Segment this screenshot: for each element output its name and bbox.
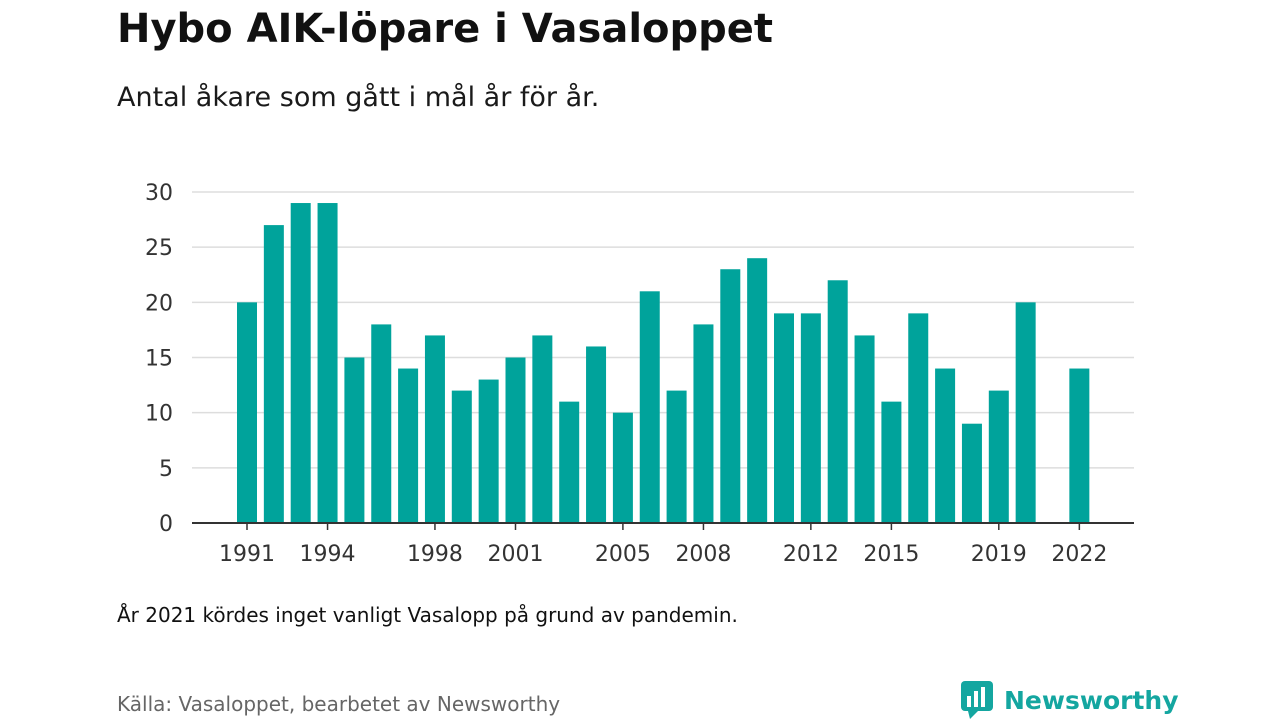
bar-2017 — [935, 368, 956, 523]
bar-1998 — [424, 335, 445, 523]
bar-1997 — [398, 368, 419, 523]
x-tick-label: 2022 — [1051, 542, 1107, 567]
bar-1996 — [371, 324, 392, 523]
bar-2010 — [747, 258, 768, 523]
chart-subtitle: Antal åkare som gått i mål år för år. — [117, 82, 600, 113]
bar-2016 — [908, 313, 929, 523]
x-tick-label: 1994 — [300, 542, 356, 567]
bar-1999 — [451, 390, 472, 523]
bar-2019 — [988, 390, 1009, 523]
brand-logo: Newsworthy — [960, 680, 1179, 720]
bar-2001 — [505, 357, 526, 523]
bar-2003 — [559, 401, 580, 523]
y-tick-label: 10 — [145, 402, 173, 427]
bar-2000 — [478, 379, 499, 523]
bar-2006 — [639, 291, 660, 523]
bar-2022 — [1069, 368, 1090, 523]
bar-2005 — [612, 412, 633, 523]
bar-1993 — [290, 203, 311, 524]
chart-note: År 2021 kördes inget vanligt Vasalopp på… — [117, 603, 738, 627]
x-tick-label: 2005 — [595, 542, 651, 567]
y-tick-label: 5 — [159, 457, 173, 482]
x-tick-label: 2008 — [675, 542, 731, 567]
y-tick-label: 25 — [145, 236, 173, 261]
x-tick-label: 2015 — [863, 542, 919, 567]
bar-2013 — [827, 280, 848, 523]
source-credit: Källa: Vasaloppet, bearbetet av Newswort… — [117, 692, 561, 716]
brand-name: Newsworthy — [1004, 685, 1179, 715]
bar-2002 — [532, 335, 553, 523]
y-tick-label: 30 — [145, 181, 173, 206]
chart-title: Hybo AIK-löpare i Vasaloppet — [117, 6, 774, 52]
bar-2007 — [666, 390, 687, 523]
bar-1992 — [263, 225, 284, 523]
bar-1991 — [237, 302, 257, 523]
bar-2015 — [881, 401, 902, 523]
x-tick-label: 2012 — [783, 542, 839, 567]
bar-2020 — [1015, 302, 1036, 523]
bar-2014 — [854, 335, 875, 523]
y-tick-label: 20 — [145, 291, 173, 316]
x-tick-label: 1991 — [219, 542, 275, 567]
bar-2018 — [961, 423, 982, 523]
bar-2009 — [720, 269, 741, 523]
bar-1994 — [317, 203, 338, 524]
bar-2011 — [774, 313, 794, 523]
bar-1995 — [344, 357, 365, 523]
newsworthy-logo-icon — [961, 681, 993, 719]
bar-chart: 0 5 10 15 20 25 30 1991 1994 1998 2001 2005 2008 2012… — [145, 181, 1134, 567]
x-tick-label: 2001 — [488, 542, 544, 567]
x-tick-label: 1998 — [407, 542, 463, 567]
y-tick-label: 15 — [145, 347, 173, 372]
bar-2004 — [586, 346, 607, 523]
bar-2012 — [800, 313, 821, 523]
bar-2008 — [693, 324, 714, 523]
y-tick-label: 0 — [159, 512, 173, 537]
x-tick-label: 2019 — [971, 542, 1027, 567]
